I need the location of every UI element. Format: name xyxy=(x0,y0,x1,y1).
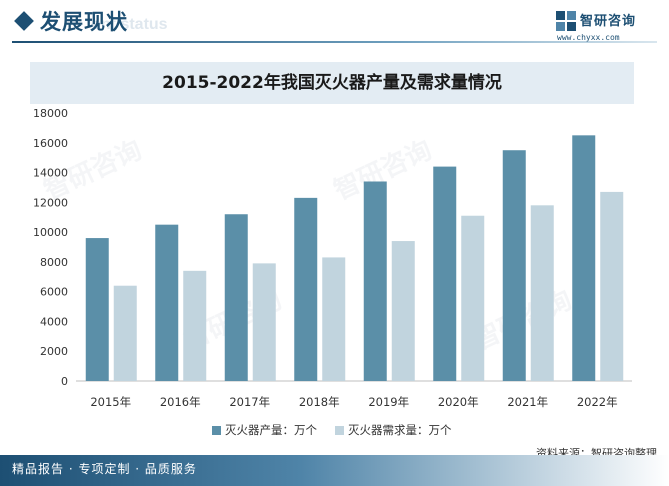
chart-title: 2015-2022年我国灭火器产量及需求量情况 xyxy=(162,73,502,93)
legend-label-demand: 灭火器需求量：万个 xyxy=(348,423,452,437)
bar-production xyxy=(433,166,457,381)
bar-production xyxy=(155,224,179,381)
legend-label-production: 灭火器产量：万个 xyxy=(225,423,317,437)
y-tick-label: 14000 xyxy=(33,167,68,180)
x-tick-label: 2016年 xyxy=(160,395,201,409)
footer-text: 精品报告 · 专项定制 · 品质服务 xyxy=(12,462,197,476)
x-tick-label: 2018年 xyxy=(299,395,340,409)
y-tick-label: 18000 xyxy=(33,107,68,120)
brand-url: www.chyxx.com xyxy=(557,33,620,42)
x-tick-label: 2020年 xyxy=(438,395,479,409)
header-divider xyxy=(12,41,657,43)
bar-demand xyxy=(252,263,276,381)
x-tick-label: 2017年 xyxy=(229,395,270,409)
y-tick-label: 12000 xyxy=(33,196,68,209)
header-title: 发展现状 xyxy=(40,10,128,34)
footer-banner: 精品报告 · 专项定制 · 品质服务 xyxy=(0,455,669,486)
bar-production xyxy=(572,135,596,381)
y-tick-label: 16000 xyxy=(33,137,68,150)
bar-demand xyxy=(391,241,415,381)
legend-item-demand: 灭火器需求量：万个 xyxy=(335,422,452,438)
legend-swatch-demand xyxy=(335,425,344,435)
chart-legend: 灭火器产量：万个 灭火器需求量：万个 xyxy=(0,418,669,440)
bar-demand xyxy=(530,205,554,381)
brand-icon xyxy=(556,11,576,31)
bar-production xyxy=(224,214,248,381)
x-tick-label: 2019年 xyxy=(368,395,409,409)
x-tick-label: 2021年 xyxy=(507,395,548,409)
y-tick-label: 6000 xyxy=(40,286,68,299)
y-tick-label: 4000 xyxy=(40,315,68,328)
y-tick-label: 0 xyxy=(61,375,68,388)
diamond-icon xyxy=(14,11,34,31)
bar-demand xyxy=(600,191,624,381)
bar-demand xyxy=(113,285,137,381)
x-tick-label: 2015年 xyxy=(90,395,131,409)
bar-demand xyxy=(461,215,485,381)
legend-swatch-production xyxy=(212,425,221,435)
x-tick-label: 2022年 xyxy=(577,395,618,409)
section-header: ent status 发展现状 智研咨询 www.chyxx.com xyxy=(0,0,669,50)
bar-production xyxy=(502,150,526,381)
bar-demand xyxy=(183,270,207,381)
bar-production xyxy=(85,238,109,381)
y-tick-label: 2000 xyxy=(40,345,68,358)
y-tick-label: 8000 xyxy=(40,256,68,269)
legend-item-production: 灭火器产量：万个 xyxy=(212,422,317,438)
header-subtitle: ent status xyxy=(92,16,168,33)
bar-chart: 0 2000 4000 6000 8000 10000 12000 14000 16000 180… xyxy=(33,107,632,409)
y-tick-label: 10000 xyxy=(33,226,68,239)
chart-title-band: 2015-2022年我国灭火器产量及需求量情况 xyxy=(30,62,634,104)
bar-production xyxy=(294,197,318,381)
brand-logo: 智研咨询 www.chyxx.com xyxy=(555,7,655,43)
brand-name: 智研咨询 xyxy=(580,14,637,29)
bar-demand xyxy=(322,257,346,381)
bar-production xyxy=(363,181,387,381)
